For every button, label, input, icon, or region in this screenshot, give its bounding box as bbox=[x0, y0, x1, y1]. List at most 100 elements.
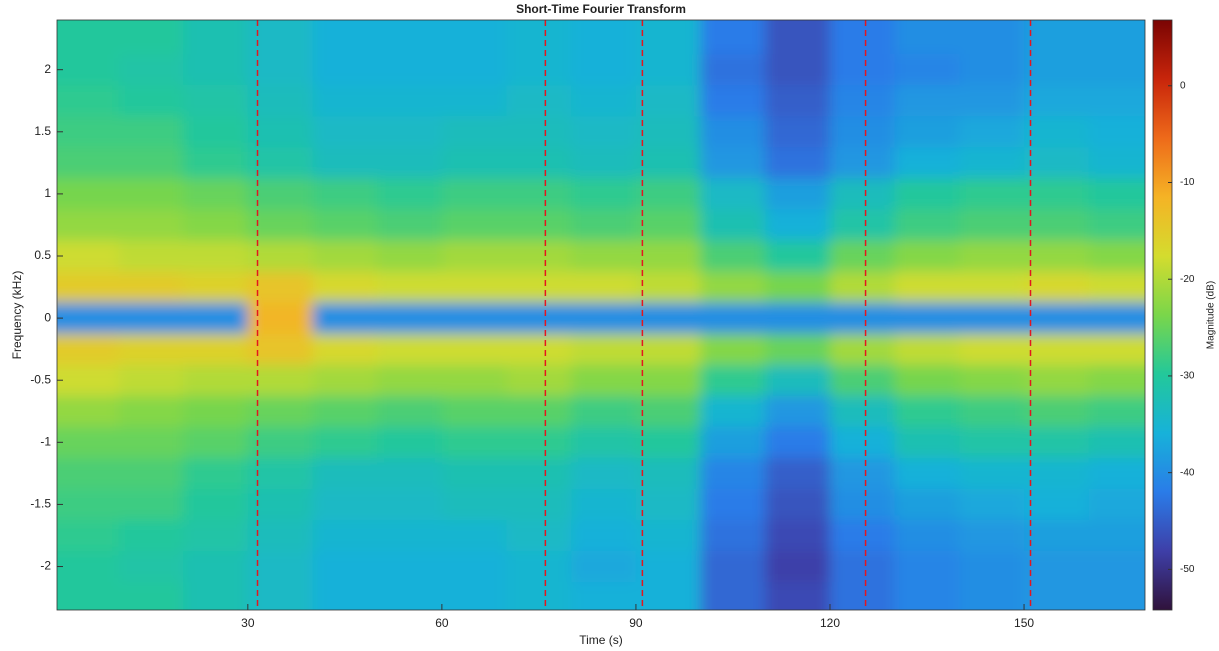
heatmap-cell bbox=[894, 551, 960, 583]
heatmap-cell bbox=[1024, 178, 1090, 210]
heatmap-cell bbox=[441, 582, 508, 610]
heatmap-cell bbox=[1088, 240, 1145, 273]
heatmap-cell bbox=[959, 147, 1025, 179]
heatmap-cell bbox=[506, 551, 572, 583]
heatmap-cell bbox=[765, 519, 831, 552]
heatmap-cell bbox=[506, 209, 572, 241]
heatmap-cell bbox=[183, 457, 249, 490]
heatmap-cell bbox=[377, 395, 443, 428]
heatmap-cell bbox=[700, 488, 766, 521]
heatmap-cell bbox=[57, 582, 119, 610]
heatmap-cell bbox=[247, 116, 314, 148]
heatmap-cell bbox=[506, 395, 572, 428]
heatmap-cell bbox=[118, 85, 184, 117]
heatmap-cell bbox=[700, 302, 766, 335]
colorbar-tick-label: -40 bbox=[1180, 467, 1195, 478]
colorbar-tick-label: -20 bbox=[1180, 274, 1195, 285]
heatmap-cell bbox=[959, 271, 1025, 304]
y-tick-label: -2 bbox=[40, 559, 51, 573]
heatmap-cell bbox=[441, 457, 508, 490]
heatmap-cell bbox=[506, 457, 572, 490]
colorbar-tick-label: -30 bbox=[1180, 371, 1195, 382]
heatmap-cell bbox=[571, 488, 637, 521]
heatmap-cell bbox=[635, 302, 702, 335]
heatmap-cell bbox=[247, 519, 314, 552]
heatmap-cell bbox=[312, 178, 378, 210]
heatmap-cell bbox=[506, 240, 572, 273]
heatmap-cell bbox=[894, 209, 960, 241]
heatmap-cell bbox=[1024, 20, 1090, 55]
heatmap-cell bbox=[118, 178, 184, 210]
heatmap-cell bbox=[57, 178, 119, 210]
heatmap-cells bbox=[57, 20, 1145, 610]
heatmap-cell bbox=[441, 519, 508, 552]
heatmap-cell bbox=[959, 240, 1025, 273]
heatmap-cell bbox=[765, 178, 831, 210]
heatmap-cell bbox=[377, 116, 443, 148]
heatmap-cell bbox=[57, 426, 119, 459]
heatmap-cell bbox=[441, 116, 508, 148]
heatmap-cell bbox=[312, 333, 378, 366]
heatmap-cell bbox=[247, 147, 314, 179]
heatmap-cell bbox=[829, 457, 896, 490]
x-axis-label: Time (s) bbox=[579, 633, 623, 647]
heatmap-cell bbox=[571, 582, 637, 610]
heatmap-cell bbox=[635, 333, 702, 366]
heatmap-cell bbox=[377, 20, 443, 55]
heatmap-cell bbox=[57, 147, 119, 179]
heatmap-cell bbox=[1024, 551, 1090, 583]
heatmap-cell bbox=[635, 20, 702, 55]
heatmap-cell bbox=[765, 457, 831, 490]
heatmap-cell bbox=[118, 147, 184, 179]
colorbar-tick-label: -50 bbox=[1180, 564, 1195, 575]
heatmap bbox=[57, 20, 1145, 610]
heatmap-cell bbox=[441, 395, 508, 428]
heatmap-cell bbox=[118, 271, 184, 304]
heatmap-cell bbox=[57, 302, 119, 335]
heatmap-cell bbox=[765, 364, 831, 397]
heatmap-cell bbox=[57, 551, 119, 583]
heatmap-cell bbox=[183, 488, 249, 521]
heatmap-cell bbox=[312, 395, 378, 428]
y-axis-label: Frequency (kHz) bbox=[10, 271, 24, 360]
chart-title: Short-Time Fourier Transform bbox=[516, 2, 686, 16]
heatmap-cell bbox=[118, 116, 184, 148]
heatmap-cell bbox=[700, 54, 766, 86]
heatmap-cell bbox=[1024, 85, 1090, 117]
heatmap-cell bbox=[441, 20, 508, 55]
heatmap-cell bbox=[441, 333, 508, 366]
heatmap-cell bbox=[118, 519, 184, 552]
heatmap-cell bbox=[571, 271, 637, 304]
heatmap-cell bbox=[118, 209, 184, 241]
heatmap-cell bbox=[312, 20, 378, 55]
heatmap-cell bbox=[571, 457, 637, 490]
y-tick-label: -0.5 bbox=[30, 372, 51, 386]
heatmap-cell bbox=[377, 426, 443, 459]
x-tick-label: 60 bbox=[435, 616, 449, 630]
heatmap-cell bbox=[894, 240, 960, 273]
heatmap-cell bbox=[377, 271, 443, 304]
heatmap-cell bbox=[118, 395, 184, 428]
x-tick-label: 120 bbox=[820, 616, 840, 630]
heatmap-cell bbox=[959, 488, 1025, 521]
heatmap-cell bbox=[700, 271, 766, 304]
heatmap-cell bbox=[57, 519, 119, 552]
heatmap-cell bbox=[506, 178, 572, 210]
heatmap-cell bbox=[57, 271, 119, 304]
heatmap-cell bbox=[441, 209, 508, 241]
heatmap-cell bbox=[894, 457, 960, 490]
heatmap-cell bbox=[765, 54, 831, 86]
heatmap-cell bbox=[377, 457, 443, 490]
heatmap-cell bbox=[441, 240, 508, 273]
heatmap-cell bbox=[183, 209, 249, 241]
heatmap-cell bbox=[765, 333, 831, 366]
heatmap-cell bbox=[247, 395, 314, 428]
heatmap-cell bbox=[118, 54, 184, 86]
heatmap-cell bbox=[57, 54, 119, 86]
heatmap-cell bbox=[894, 302, 960, 335]
heatmap-cell bbox=[506, 54, 572, 86]
heatmap-cell bbox=[1024, 116, 1090, 148]
heatmap-cell bbox=[118, 488, 184, 521]
heatmap-cell bbox=[247, 426, 314, 459]
